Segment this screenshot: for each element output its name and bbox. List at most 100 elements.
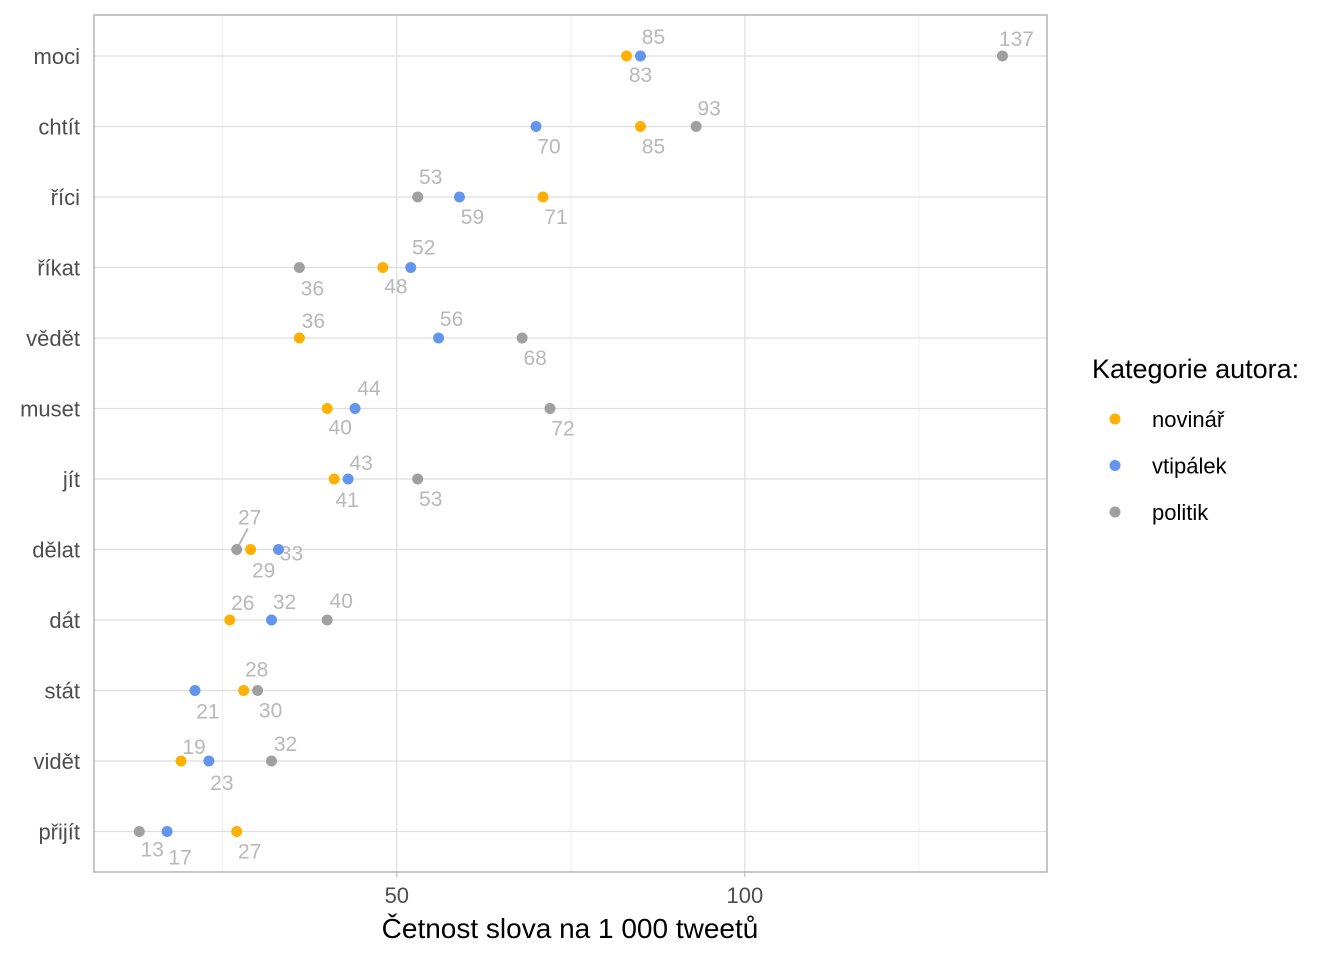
- data-label: 33: [280, 543, 303, 566]
- data-point-novinář: [321, 403, 333, 414]
- data-label: 72: [551, 418, 574, 441]
- data-point-politik: [690, 121, 702, 132]
- data-point-politik: [231, 544, 243, 555]
- data-point-vtipálek: [453, 191, 465, 203]
- data-point-novinář: [175, 755, 187, 767]
- data-point-vtipálek: [405, 262, 417, 273]
- data-point-vtipálek: [634, 50, 646, 62]
- data-point-vtipálek: [530, 121, 542, 132]
- data-label: 13: [141, 839, 164, 862]
- data-point-politik: [293, 262, 305, 273]
- x-tick-label: 50: [385, 883, 409, 908]
- data-point-novinář: [377, 262, 389, 273]
- data-label: 43: [349, 452, 372, 475]
- data-label: 52: [412, 237, 435, 260]
- data-label: 68: [523, 347, 546, 370]
- y-tick-label: dát: [49, 608, 80, 633]
- data-point-novinář: [238, 685, 250, 696]
- data-point-novinář: [293, 332, 305, 344]
- y-tick-label: stát: [45, 679, 80, 704]
- y-tick-label: vědět: [26, 326, 80, 351]
- data-point-vtipálek: [349, 403, 361, 414]
- legend-key: [1109, 413, 1121, 425]
- data-point-politik: [412, 191, 424, 203]
- data-label: 53: [419, 166, 442, 189]
- y-tick-label: chtít: [38, 115, 80, 140]
- data-label: 59: [461, 206, 484, 229]
- y-tick-label: přijít: [38, 820, 80, 845]
- data-label: 32: [273, 591, 296, 614]
- data-label: 56: [440, 308, 463, 331]
- data-label: 21: [196, 701, 219, 724]
- x-tick-label: 100: [727, 883, 764, 908]
- legend: Kategorie autora: novinář vtipálek politik: [1092, 354, 1299, 525]
- data-label: 30: [259, 700, 282, 723]
- data-point-politik: [996, 50, 1008, 62]
- y-tick-label: moci: [34, 44, 80, 69]
- data-point-vtipálek: [203, 755, 215, 767]
- data-point-vtipálek: [342, 473, 354, 485]
- data-label: 36: [302, 310, 325, 333]
- data-point-novinář: [245, 544, 257, 555]
- data-point-novinář: [224, 614, 236, 626]
- legend-label: vtipálek: [1152, 454, 1228, 479]
- y-tick-label: dělat: [32, 538, 80, 563]
- data-label: 70: [537, 136, 560, 159]
- y-tick-label: říkat: [37, 256, 80, 281]
- y-tick-label: jít: [62, 467, 80, 492]
- grid: [94, 15, 1047, 872]
- legend-item: vtipálek: [1109, 454, 1228, 479]
- data-point-politik: [516, 332, 528, 344]
- data-point-vtipálek: [189, 685, 201, 696]
- legend-item: novinář: [1109, 407, 1225, 432]
- data-point-politik: [544, 403, 556, 414]
- data-point-novinář: [537, 191, 549, 203]
- data-label: 41: [335, 489, 358, 512]
- data-label: 32: [274, 733, 297, 756]
- data-label: 85: [642, 136, 665, 159]
- data-label: 23: [210, 772, 233, 795]
- data-label: 40: [329, 417, 352, 440]
- data-point-novinář: [634, 121, 646, 132]
- data-point-politik: [266, 755, 278, 767]
- data-label: 36: [301, 278, 324, 301]
- legend-key: [1109, 506, 1121, 518]
- legend-key: [1109, 460, 1121, 471]
- data-point-politik: [252, 685, 264, 696]
- legend-title: Kategorie autora:: [1092, 354, 1299, 384]
- data-label: 48: [384, 276, 407, 299]
- data-label: 93: [697, 98, 720, 121]
- data-label: 44: [357, 378, 381, 401]
- data-label: 53: [419, 488, 442, 511]
- label-leader-line: [237, 528, 249, 546]
- data-label: 85: [642, 26, 665, 49]
- data-point-politik: [133, 826, 145, 837]
- data-point-politik: [412, 473, 424, 485]
- y-tick-label: muset: [20, 397, 80, 422]
- y-tick-label: vidět: [34, 749, 80, 774]
- legend-label: novinář: [1152, 407, 1225, 432]
- data-label: 27: [238, 507, 261, 530]
- data-label: 27: [238, 841, 261, 864]
- data-point-vtipálek: [272, 544, 284, 555]
- y-tick-label: říci: [51, 185, 80, 210]
- data-label: 83: [629, 64, 652, 87]
- data-point-novinář: [328, 473, 340, 485]
- data-label: 17: [168, 847, 191, 870]
- data-label: 71: [544, 206, 567, 229]
- data-label: 40: [330, 590, 353, 613]
- y-axis-tick-labels: moci chtít říci říkat vědět muset jít dělat dát s…: [20, 44, 80, 845]
- data-label: 19: [182, 736, 205, 759]
- data-point-vtipálek: [433, 332, 445, 344]
- data-label: 28: [245, 659, 268, 682]
- data-point-novinář: [231, 826, 243, 837]
- data-point-vtipálek: [161, 826, 173, 837]
- data-label: 29: [252, 560, 275, 583]
- x-axis-title: Četnost slova na 1 000 tweetů: [382, 913, 759, 944]
- data-points: [133, 50, 1008, 837]
- data-label: 26: [231, 592, 254, 615]
- data-point-novinář: [621, 50, 633, 62]
- data-label: 137: [999, 28, 1034, 51]
- data-point-vtipálek: [266, 614, 278, 626]
